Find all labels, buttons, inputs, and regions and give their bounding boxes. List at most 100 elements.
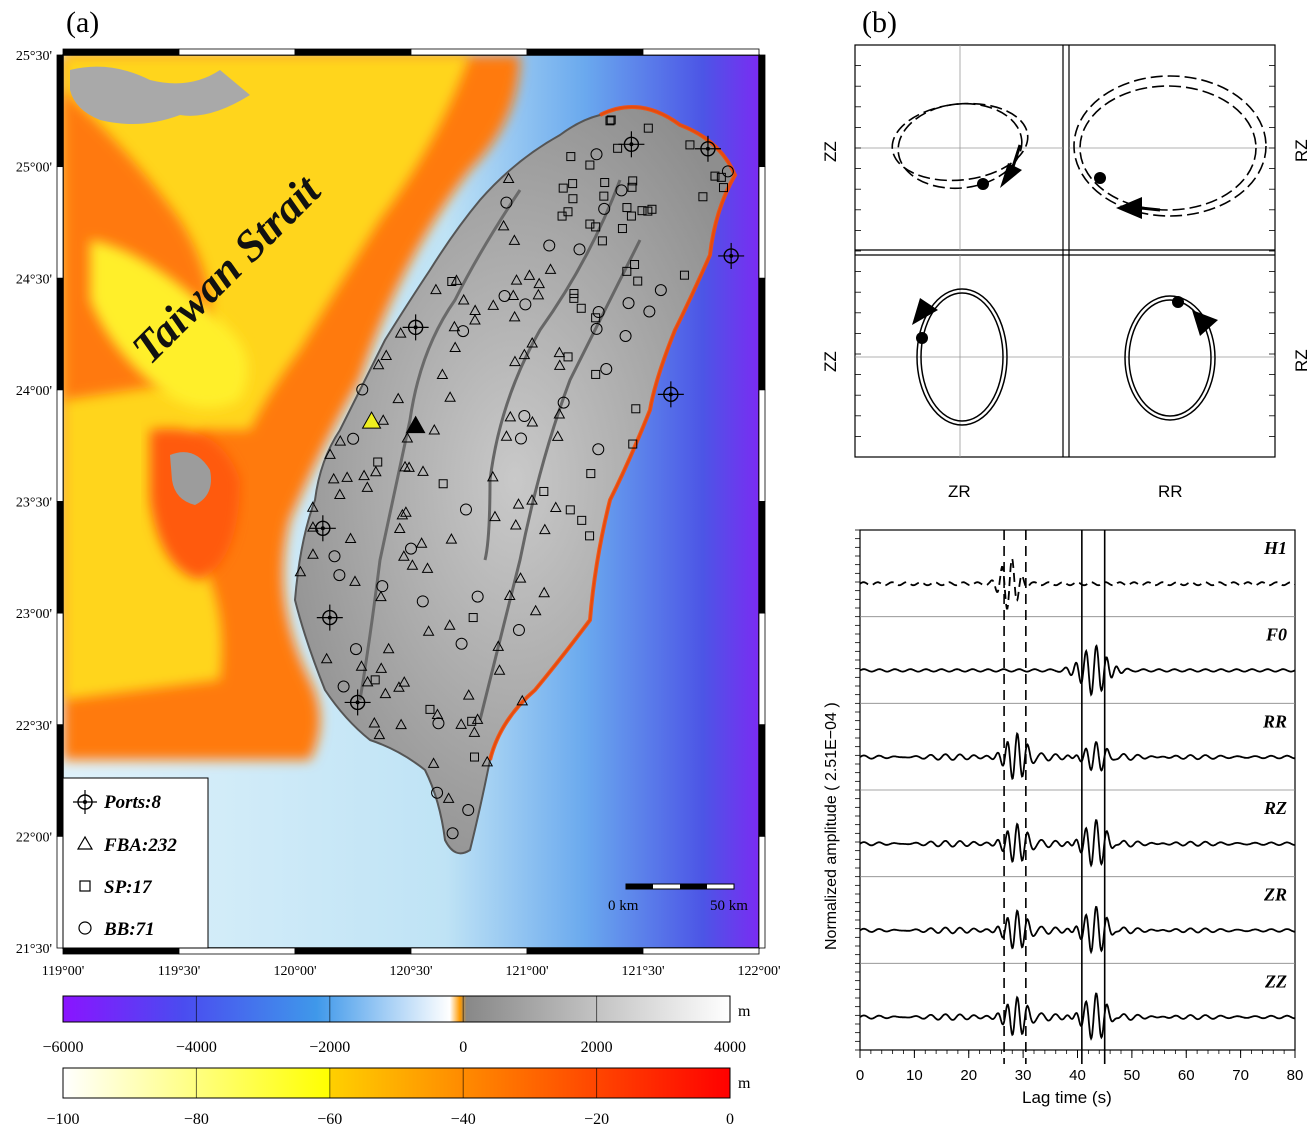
station-sp: [585, 160, 595, 170]
station-fba: [551, 430, 564, 441]
station-fba: [327, 472, 340, 484]
station-fba: [379, 687, 392, 699]
station-sp: [630, 260, 640, 270]
station-sp: [568, 194, 578, 204]
station-fba: [455, 718, 468, 729]
station-sp: [438, 479, 448, 489]
station-fba: [532, 288, 545, 300]
station-fba: [509, 518, 522, 530]
panel-b-letter: (b): [862, 6, 897, 39]
pm-xlabel-rr: RR: [1158, 482, 1183, 501]
station-sp: [591, 222, 601, 232]
station-fba: [487, 299, 500, 310]
station-bb: [592, 306, 605, 319]
colorbar-topo-unit: m: [738, 1003, 751, 1020]
port-marker: [718, 242, 745, 269]
station-fba: [377, 414, 390, 425]
station-fba: [489, 510, 501, 522]
station-fba: [436, 368, 449, 380]
station-fba: [518, 348, 531, 360]
trace-label: F0: [1265, 625, 1287, 645]
station-fba: [395, 718, 407, 730]
station-sp: [577, 515, 587, 525]
port-marker: [344, 689, 371, 716]
map-xtick: 121°30': [621, 964, 664, 979]
station-fba: [509, 355, 521, 367]
station-bb: [446, 827, 459, 840]
station-bb: [512, 624, 525, 637]
station-bb: [416, 595, 429, 608]
station-sp: [576, 303, 586, 313]
highlight-station: [361, 411, 382, 429]
station-fba: [307, 548, 319, 559]
station-fba: [399, 460, 411, 472]
station-fba: [443, 619, 456, 630]
pm-ylabel-rz-top: RZ: [1292, 139, 1311, 162]
station-bb: [519, 298, 532, 311]
station-fba: [403, 461, 415, 472]
station-fba: [507, 289, 520, 300]
wave-xtick: 50: [1124, 1067, 1141, 1084]
station-sp: [373, 457, 383, 467]
pm-ylabel-rz-bottom: RZ: [1292, 349, 1311, 372]
station-fba: [526, 494, 538, 505]
station-fba: [372, 358, 385, 370]
station-fba: [481, 755, 494, 767]
port-marker: [618, 131, 645, 158]
station-fba: [396, 508, 409, 520]
trace-h1: [859, 558, 1296, 610]
pm-xlabel-zr: ZR: [948, 482, 971, 501]
station-sp: [591, 369, 601, 379]
station-fba: [508, 310, 521, 322]
station-sp: [606, 115, 616, 125]
station-bb: [590, 148, 603, 161]
station-bb: [471, 590, 484, 603]
wave-xtick: 10: [906, 1067, 923, 1084]
legend-ports: Ports:8: [73, 790, 162, 814]
panel-a-letter: (a): [66, 6, 99, 39]
station-fba: [421, 562, 434, 573]
map-xtick: 119°00': [42, 964, 85, 979]
station-sp: [622, 266, 632, 276]
station-bb: [328, 550, 341, 563]
station-sp: [586, 469, 596, 479]
legend-bb-label: BB:71: [103, 919, 155, 940]
station-fba: [392, 392, 405, 404]
station-fba: [320, 652, 333, 664]
station-bb: [455, 637, 468, 650]
station-fba: [523, 269, 536, 280]
wave-xtick: 20: [960, 1067, 977, 1084]
station-fba: [448, 320, 461, 332]
station-bb: [432, 717, 445, 730]
station-bb: [600, 363, 613, 376]
station-fba: [427, 757, 440, 768]
station-bb: [404, 542, 417, 555]
station-sp: [600, 178, 610, 188]
station-fba: [502, 172, 515, 184]
legend-fba: FBA:232: [76, 835, 177, 856]
station-fba: [430, 283, 442, 295]
station-sp: [563, 207, 573, 217]
station-bb: [598, 202, 611, 215]
map-ytick: 23°00': [16, 607, 52, 622]
station-fba: [382, 642, 395, 654]
station-fba: [549, 501, 562, 513]
station-fba: [398, 550, 410, 561]
station-fba: [406, 559, 419, 570]
station-fba: [526, 336, 539, 348]
station-sp: [585, 531, 595, 541]
station-fba: [471, 713, 484, 724]
legend-sp-label: SP:17: [104, 877, 153, 898]
station-fba: [355, 660, 368, 671]
station-sp: [468, 613, 478, 623]
station-fba: [449, 341, 462, 352]
station-bb: [514, 432, 527, 445]
station-bb: [518, 410, 531, 423]
station-bb: [376, 580, 389, 593]
wave-xlabel: Lag time (s): [1022, 1088, 1112, 1107]
station-fba: [450, 274, 463, 285]
station-fba: [514, 572, 527, 583]
station-fba: [538, 586, 551, 598]
colorbar-tick: −80: [184, 1111, 209, 1128]
